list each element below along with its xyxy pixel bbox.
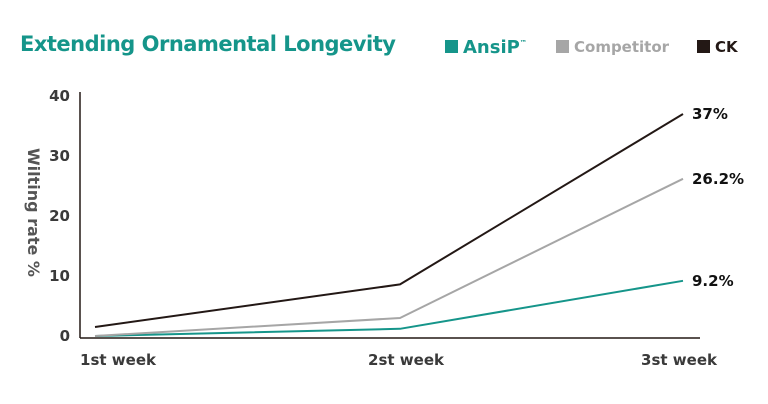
x-ticks: 1st week 2st week 3st week [80, 351, 718, 369]
legend-label-competitor: Competitor [574, 38, 670, 56]
y-tick-label: 30 [49, 147, 70, 165]
y-tick-label: 20 [49, 207, 70, 225]
legend-swatch-competitor [556, 40, 569, 53]
legend-label-ansip-trademark: ™ [520, 39, 527, 47]
y-ticks: 0 10 20 30 40 [49, 87, 70, 345]
x-tick-label: 3st week [641, 351, 718, 369]
legend-swatch-ck [697, 40, 710, 53]
legend: AnsiP™ Competitor CK [445, 37, 739, 58]
series-lines [95, 114, 683, 336]
x-tick-label: 2st week [368, 351, 445, 369]
y-tick-label: 0 [60, 327, 70, 345]
data-label-ansip: 9.2% [692, 272, 734, 290]
y-axis-label: Wilting rate % [24, 148, 43, 277]
series-line-competitor [95, 179, 683, 336]
legend-label-ck: CK [715, 38, 739, 56]
series-line-ansip [95, 281, 683, 336]
x-tick-label: 1st week [80, 351, 157, 369]
end-labels: 9.2% 26.2% 37% [692, 105, 744, 290]
chart-title: Extending Ornamental Longevity [20, 32, 396, 56]
data-label-ck: 37% [692, 105, 728, 123]
legend-swatch-ansip [445, 40, 458, 53]
data-label-competitor: 26.2% [692, 170, 744, 188]
legend-label-ansip: AnsiP™ [463, 37, 527, 58]
y-tick-label: 40 [49, 87, 70, 105]
y-tick-label: 10 [49, 267, 70, 285]
legend-label-ansip-name: AnsiP [463, 37, 520, 58]
